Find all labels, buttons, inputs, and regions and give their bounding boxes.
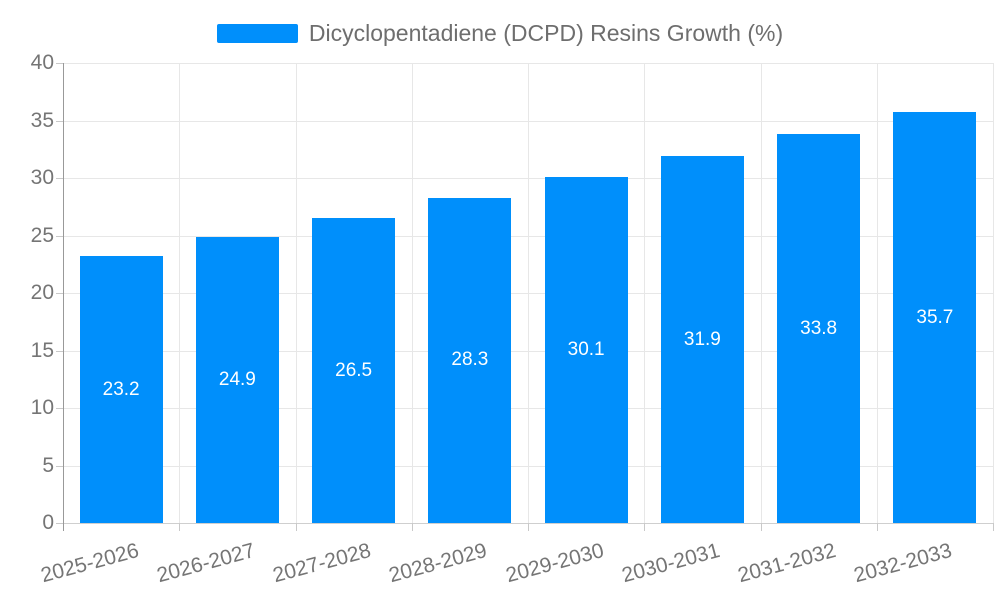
- y-axis-tick: [56, 293, 63, 294]
- y-axis-label: 30: [30, 166, 54, 189]
- y-axis-label: 25: [30, 223, 54, 247]
- x-axis-tick: [528, 523, 529, 531]
- x-axis-tick: [295, 523, 297, 531]
- x-axis-label: 2030-2031: [619, 539, 723, 588]
- y-axis-label: 20: [30, 281, 54, 304]
- bar-value-label: 30.1: [567, 338, 605, 360]
- y-axis-line: [63, 63, 64, 531]
- x-axis-tick: [179, 523, 181, 531]
- bar-value-label: 33.8: [800, 317, 838, 339]
- legend-item[interactable]: Dicyclopentadiene (DCPD) Resins Growth (…: [0, 20, 1000, 47]
- bar[interactable]: 28.3: [428, 197, 512, 523]
- bar[interactable]: 35.7: [893, 112, 977, 523]
- x-axis-label: 2029-2030: [503, 539, 607, 588]
- bar[interactable]: 26.5: [312, 218, 396, 523]
- bar-value-label: 23.2: [102, 378, 140, 400]
- y-axis-label: 40: [30, 51, 54, 74]
- x-axis-tick: [993, 523, 994, 531]
- y-axis-label: 15: [30, 338, 54, 362]
- gridline-vertical: [993, 63, 994, 523]
- x-axis-label: 2032-2033: [851, 539, 955, 588]
- bar-value-label: 31.9: [683, 328, 721, 350]
- bar[interactable]: 31.9: [660, 156, 744, 523]
- x-axis-tick: [876, 523, 878, 531]
- x-axis-label: 2027-2028: [270, 539, 374, 588]
- x-axis-label: 2026-2027: [154, 539, 258, 588]
- gridline-vertical: [760, 63, 762, 523]
- y-axis-tick: [56, 350, 63, 352]
- bar[interactable]: 30.1: [544, 176, 628, 523]
- gridline-vertical: [295, 63, 297, 523]
- x-axis-tick: [644, 523, 646, 531]
- bar[interactable]: 23.2: [79, 256, 163, 523]
- x-axis-tick: [760, 523, 762, 531]
- y-axis-tick: [56, 235, 63, 237]
- y-axis-tick: [56, 523, 63, 524]
- bar-value-label: 24.9: [218, 368, 256, 390]
- bar[interactable]: 33.8: [777, 134, 861, 523]
- gridline-vertical: [876, 63, 878, 523]
- x-axis-label: 2028-2029: [386, 539, 490, 588]
- y-axis-tick: [56, 63, 63, 64]
- y-axis-label: 10: [30, 396, 54, 419]
- x-axis-tick: [411, 523, 413, 531]
- bar-value-label: 28.3: [451, 349, 489, 371]
- y-axis-tick: [56, 465, 63, 467]
- legend-swatch-icon: [216, 24, 298, 43]
- y-axis-label: 0: [42, 511, 54, 534]
- y-axis-tick: [56, 408, 63, 409]
- bar-value-label: 35.7: [916, 306, 954, 328]
- gridline-vertical: [528, 63, 529, 523]
- bar[interactable]: 24.9: [195, 236, 279, 523]
- legend-label: Dicyclopentadiene (DCPD) Resins Growth (…: [308, 20, 784, 46]
- gridline-vertical: [644, 63, 646, 523]
- y-axis-tick: [56, 178, 63, 179]
- gridline-vertical: [179, 63, 181, 523]
- y-axis-label: 5: [42, 453, 54, 477]
- y-axis-label: 35: [30, 108, 54, 132]
- bar-value-label: 26.5: [335, 359, 373, 381]
- x-axis-label: 2025-2026: [38, 539, 142, 588]
- x-axis-label: 2031-2032: [735, 539, 839, 588]
- gridline-vertical: [411, 63, 413, 523]
- y-axis-tick: [56, 120, 63, 122]
